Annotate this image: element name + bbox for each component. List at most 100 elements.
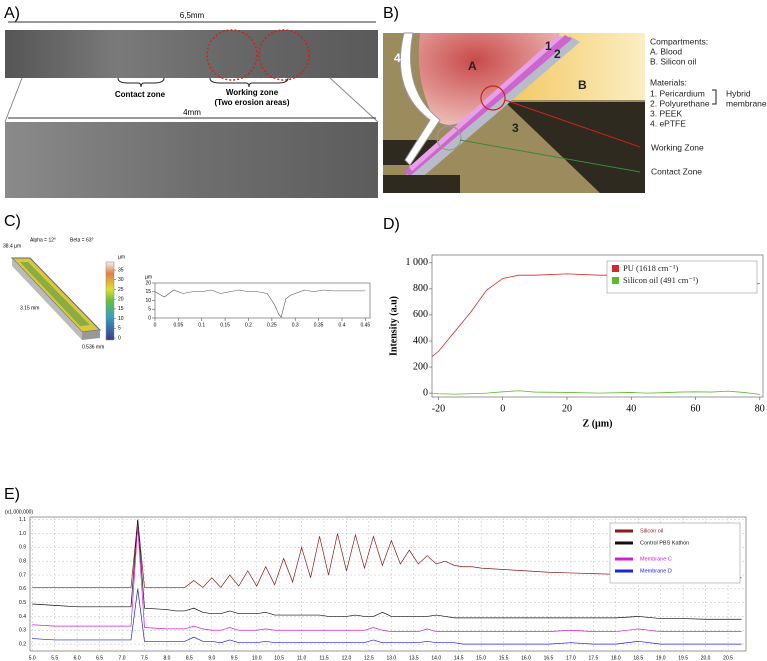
sem-image <box>5 122 378 198</box>
panel-label: D) <box>383 216 400 233</box>
y-tick-label: 20 <box>145 280 151 286</box>
x-tick-label: 12.5 <box>364 655 374 661</box>
legend-label: Control PBS Kathon <box>640 540 689 546</box>
zone-circle <box>436 125 462 151</box>
x-tick-label: 11.0 <box>297 655 307 661</box>
x-tick-label: 0.05 <box>174 322 184 328</box>
zoom-line <box>329 77 379 123</box>
x-tick-label: 13.0 <box>386 655 396 661</box>
x-tick-label: 18.5 <box>633 655 643 661</box>
legend-swatch <box>615 541 633 545</box>
legend-label: Silicon oil <box>640 528 663 534</box>
sem-image <box>5 30 378 78</box>
panel-label: B) <box>383 5 399 22</box>
panel-label: A) <box>4 5 20 22</box>
x-tick-label: 0.3 <box>292 322 299 328</box>
x-tick-label: 18.0 <box>611 655 621 661</box>
x-tick-label: 0.15 <box>220 322 230 328</box>
y-axis-label: µm <box>145 274 152 280</box>
legend-item: 1. Pericardium <box>650 88 705 98</box>
y-tick-label: 0.5 <box>19 600 26 606</box>
x-tick-label: 5.5 <box>51 655 58 661</box>
membrane-ptfe <box>400 36 580 186</box>
series-line <box>32 588 742 645</box>
colorbar-label: 0 <box>118 335 121 341</box>
colorbar-label: 25 <box>118 287 124 293</box>
x-tick-label: 13.5 <box>409 655 419 661</box>
surface-3d <box>82 330 100 340</box>
x-tick-label: 15.0 <box>476 655 486 661</box>
y-tick-label: 0.9 <box>19 545 26 551</box>
legend-title: Compartments: <box>650 36 708 46</box>
legend-swatch <box>615 557 633 561</box>
region-label: B <box>578 78 587 92</box>
x-tick-label: 20.0 <box>701 655 711 661</box>
surface-3d <box>20 262 90 326</box>
y-tick-label: 1 000 <box>406 257 429 268</box>
pointer <box>504 99 641 148</box>
region-label: 2 <box>554 47 561 61</box>
x-tick-label: 7.5 <box>141 655 148 661</box>
legend-item: 3. PEEK <box>650 108 682 118</box>
legend-box <box>606 260 758 294</box>
brace <box>117 77 165 88</box>
y-tick-label: 0 <box>423 387 428 398</box>
y-tick-label: 5 <box>148 307 151 313</box>
bracket <box>712 89 717 105</box>
surface-3d <box>12 258 82 340</box>
x-tick-label: 19.5 <box>678 655 688 661</box>
annotation: 0.536 mm <box>82 344 104 350</box>
x-tick-label: 12.0 <box>342 655 352 661</box>
zoom-line <box>4 77 23 123</box>
legend-item: A. Blood <box>650 46 682 56</box>
series-line <box>32 519 742 589</box>
y-tick-label: 800 <box>413 283 428 294</box>
x-tick-label: 0.25 <box>267 322 277 328</box>
x-tick-label: 10.0 <box>252 655 262 661</box>
colorbar-label: 35 <box>118 267 124 273</box>
annotation: 3.15 mm <box>20 305 39 311</box>
membrane-pericardium <box>409 35 563 171</box>
y-tick-label: 0.8 <box>19 559 26 565</box>
ptfe-tube <box>399 32 441 166</box>
plot-frame <box>29 516 747 652</box>
y-tick-label: 1.1 <box>19 517 26 523</box>
region-dark <box>505 102 645 193</box>
legend-item: B. Silicon oil <box>650 56 696 66</box>
x-tick-label: 10.5 <box>274 655 284 661</box>
y-tick-label: 1.0 <box>19 531 26 537</box>
plot-frame <box>154 282 371 319</box>
plot-frame <box>431 254 764 398</box>
x-tick-label: 0.2 <box>245 322 252 328</box>
x-tick-label: 80 <box>755 403 765 414</box>
annotation: Working zone <box>226 88 279 97</box>
annotation: (Two erosion areas) <box>215 98 290 107</box>
y-tick-label: 0.7 <box>19 572 26 578</box>
region-label: 3 <box>512 121 519 135</box>
y-tick-label: 600 <box>413 309 428 320</box>
y-axis-label: Intensity (a.u) <box>388 296 399 356</box>
region-dark <box>383 175 460 193</box>
legend-label: Silicon oil (491 cm⁻¹) <box>623 275 698 285</box>
x-tick-label: -20 <box>432 403 445 414</box>
colorbar-label: 30 <box>118 277 124 283</box>
erosion-circle <box>258 29 310 81</box>
annotation: Beta = 63° <box>70 237 94 243</box>
scale-label: 4mm <box>183 108 201 117</box>
x-tick-label: 19.0 <box>656 655 666 661</box>
x-tick-label: 0.1 <box>198 322 205 328</box>
y-tick-label: 0.3 <box>19 628 26 634</box>
series-line <box>32 526 742 633</box>
y-tick-label: 10 <box>145 298 151 304</box>
annotation: 38.4 µm <box>3 243 21 249</box>
annotation: Alpha = 12° <box>30 237 56 243</box>
x-tick-label: 0.4 <box>338 322 345 328</box>
brace <box>209 77 289 88</box>
x-tick-label: 14.0 <box>431 655 441 661</box>
y-tick-label: 0.2 <box>19 641 26 647</box>
x-tick-label: 40 <box>626 403 636 414</box>
zone-circle <box>480 85 506 111</box>
x-tick-label: 11.5 <box>319 655 329 661</box>
colorbar-label: 20 <box>118 296 124 302</box>
region-label: A <box>468 59 477 73</box>
